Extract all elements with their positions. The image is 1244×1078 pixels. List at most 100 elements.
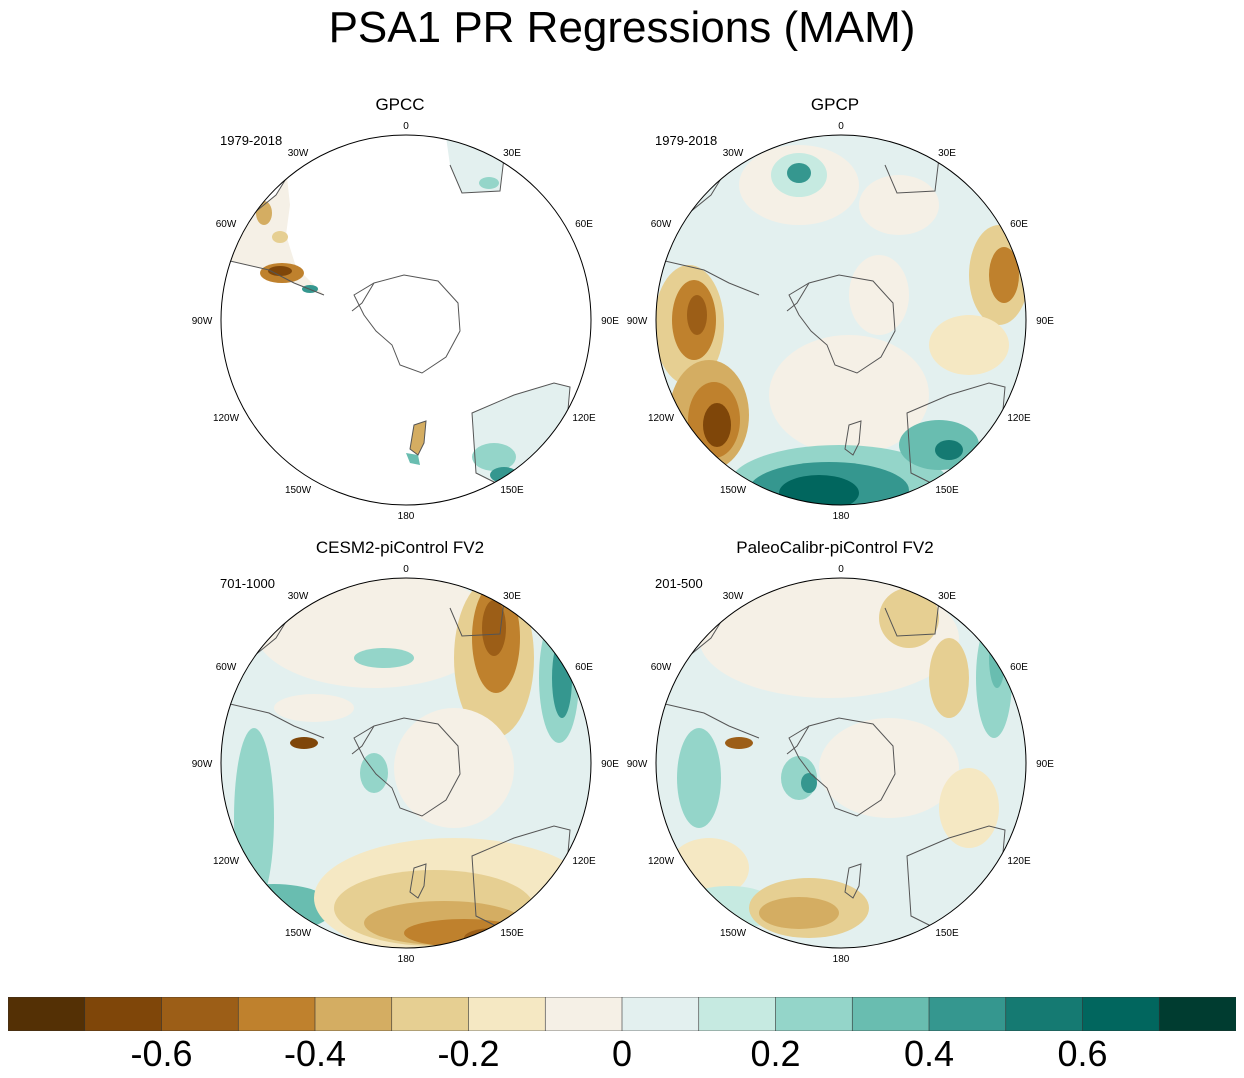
map-field <box>656 578 1026 948</box>
lon-label: 60E <box>575 219 593 230</box>
colorbar-tick-label: -0.4 <box>283 1033 347 1074</box>
lon-label: 0 <box>403 564 409 575</box>
map-boundary <box>655 577 1027 949</box>
lon-label: 150E <box>500 928 524 939</box>
colorbar <box>8 997 1236 1031</box>
lon-label: 60W <box>216 662 237 673</box>
lon-label: 150E <box>500 485 524 496</box>
lon-label: 120E <box>1007 413 1031 424</box>
longitude-labels: 0 30E 60E 90E 120E 150E 180 150W 120W 90… <box>192 564 620 965</box>
panel-title: GPCP <box>810 95 860 114</box>
panel-period: 1979-2018 <box>655 133 718 148</box>
lon-label: 30E <box>938 148 956 159</box>
map-panel-gpcp: GPCP 1979-2018 <box>627 95 1055 522</box>
lon-label: 120W <box>213 856 240 867</box>
lon-label: 60W <box>651 219 672 230</box>
lon-label: 30W <box>288 148 309 159</box>
lon-label: 90E <box>1036 316 1054 327</box>
colorbar-swatch <box>775 997 854 1031</box>
colorbar-tick-label: 0.4 <box>903 1033 955 1074</box>
map-panel-cesm2: CESM2-piControl FV2 701-1000 <box>192 538 620 965</box>
lon-label: 120E <box>572 413 596 424</box>
lon-label: 60E <box>1010 219 1028 230</box>
map-field <box>221 135 591 505</box>
map-panel-paleocalibr: PaleoCalibr-piControl FV2 201-500 <box>627 538 1055 965</box>
lon-label: 60W <box>651 662 672 673</box>
longitude-labels: 0 30E 60E 90E 120E 150E 180 150W 120W 90… <box>627 121 1055 522</box>
longitude-labels: 0 30E 60E 90E 120E 150E 180 150W 120W 90… <box>627 564 1055 965</box>
lon-label: 30W <box>288 591 309 602</box>
colorbar-swatch <box>161 997 240 1031</box>
panel-period: 201-500 <box>655 576 703 591</box>
colorbar-tick-label: 0.2 <box>750 1033 801 1074</box>
lon-label: 150W <box>285 485 312 496</box>
colorbar-tick-label: 0 <box>611 1033 633 1074</box>
map-boundary <box>655 134 1027 506</box>
lon-label: 150E <box>935 928 959 939</box>
lon-label: 30W <box>723 591 744 602</box>
map-field <box>221 578 591 948</box>
panel-title: GPCC <box>375 95 425 114</box>
panel-title: PaleoCalibr-piControl FV2 <box>736 538 934 557</box>
lon-label: 30E <box>938 591 956 602</box>
lon-label: 0 <box>838 121 844 132</box>
colorbar-tick-label: 0.6 <box>1057 1033 1108 1074</box>
lon-label: 150E <box>935 485 959 496</box>
lon-label: 180 <box>833 511 850 522</box>
lon-label: 120W <box>648 413 675 424</box>
lon-label: 60W <box>216 219 237 230</box>
panel-title: CESM2-piControl FV2 <box>315 538 485 557</box>
lon-label: 120W <box>213 413 240 424</box>
map-boundary <box>220 134 592 506</box>
panel-period: 1979-2018 <box>220 133 283 148</box>
lon-label: 180 <box>398 954 415 965</box>
lon-label: 30W <box>723 148 744 159</box>
lon-label: 0 <box>403 121 409 132</box>
map-panel-gpcc: GPCC 1979-2018 <box>192 95 620 522</box>
polar-map: 0 30E 60E 90E 120E 150E 180 150W 120W 90… <box>192 564 620 965</box>
lon-label: 150W <box>285 928 312 939</box>
lon-label: 90W <box>192 759 213 770</box>
colorbar-swatch <box>8 997 86 1031</box>
lon-label: 90E <box>601 759 619 770</box>
lon-label: 30E <box>503 591 521 602</box>
map-field <box>656 135 1026 505</box>
figure-title: PSA1 PR Regressions (MAM) <box>328 3 916 52</box>
colorbar-tick-labels: -0.6 -0.4 -0.2 0 0.2 0.4 0.6 <box>8 1034 1236 1074</box>
lon-label: 180 <box>398 511 415 522</box>
lon-label: 30E <box>503 148 521 159</box>
lon-label: 120E <box>1007 856 1031 867</box>
colorbar-swatch <box>621 997 700 1031</box>
map-boundary <box>220 577 592 949</box>
colorbar-swatch <box>314 997 393 1031</box>
colorbar-tick-label: -0.2 <box>437 1033 500 1074</box>
lon-label: 90E <box>1036 759 1054 770</box>
colorbar-swatch <box>1158 997 1236 1031</box>
lon-label: 90W <box>627 759 648 770</box>
colorbar-swatch <box>468 997 547 1031</box>
polar-map: 0 30E 60E 90E 120E 150E 180 150W 120W 90… <box>627 121 1055 522</box>
lon-label: 150W <box>720 928 747 939</box>
colorbar-swatch <box>237 997 316 1031</box>
colorbar-swatch <box>391 997 470 1031</box>
colorbar-tick-label: -0.6 <box>130 1033 193 1074</box>
colorbar-swatch <box>1082 997 1161 1031</box>
lon-label: 120E <box>572 856 596 867</box>
lon-label: 60E <box>1010 662 1028 673</box>
panel-period: 701-1000 <box>220 576 275 591</box>
lon-label: 0 <box>838 564 844 575</box>
polar-map: 0 30E 60E 90E 120E 150E 180 150W 120W 90… <box>192 121 620 522</box>
lon-label: 60E <box>575 662 593 673</box>
colorbar-swatch <box>851 997 930 1031</box>
lon-label: 180 <box>833 954 850 965</box>
longitude-labels: 0 30E 60E 90E 120E 150E 180 150W 120W 90… <box>192 121 620 522</box>
colorbar-swatch <box>1005 997 1084 1031</box>
colorbar-swatch <box>84 997 163 1031</box>
colorbar-swatch <box>698 997 777 1031</box>
colorbar-swatch <box>928 997 1007 1031</box>
lon-label: 150W <box>720 485 747 496</box>
lon-label: 90E <box>601 316 619 327</box>
lon-label: 120W <box>648 856 675 867</box>
lon-label: 90W <box>192 316 213 327</box>
colorbar-swatch <box>544 997 623 1031</box>
